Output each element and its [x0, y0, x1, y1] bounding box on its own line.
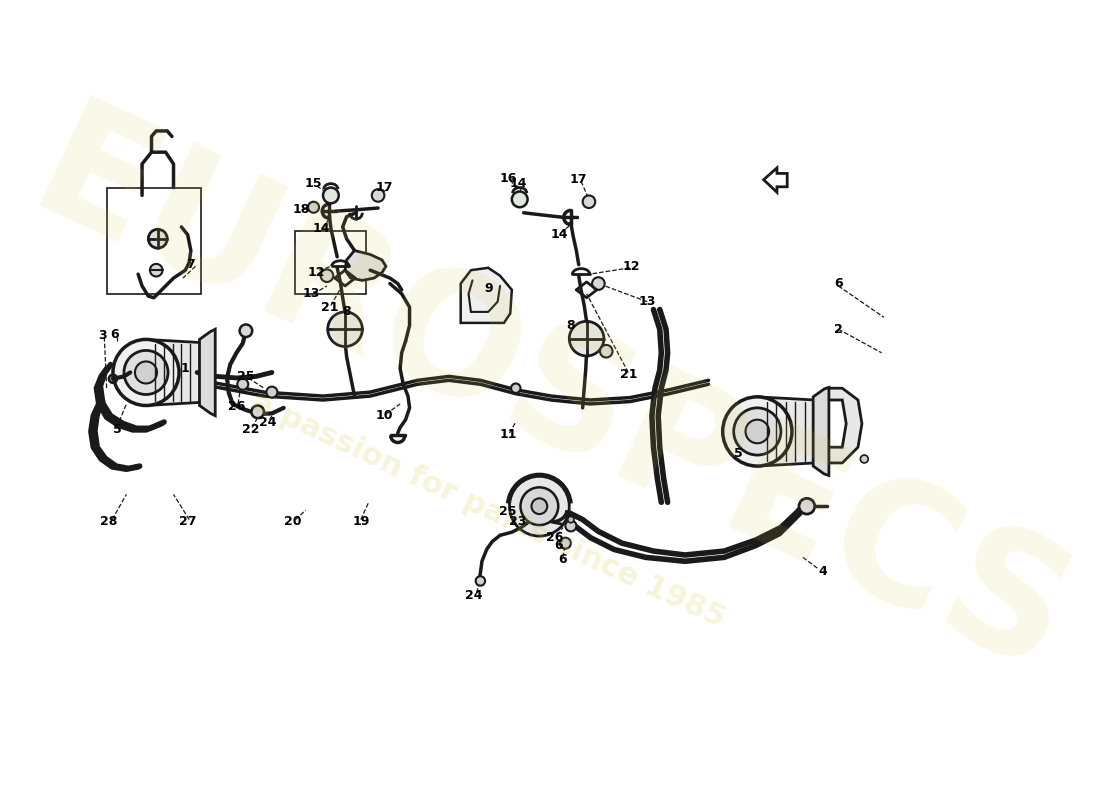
Circle shape	[266, 386, 277, 398]
Text: 13: 13	[638, 295, 656, 308]
Text: 26: 26	[228, 400, 245, 413]
Circle shape	[512, 383, 520, 393]
Text: 11: 11	[499, 428, 517, 441]
Text: 14: 14	[312, 222, 330, 235]
Polygon shape	[763, 168, 788, 192]
Polygon shape	[757, 397, 815, 466]
Text: 25: 25	[238, 370, 255, 383]
Text: 8: 8	[566, 318, 575, 332]
Text: 4: 4	[818, 565, 827, 578]
Bar	[107, 187, 201, 294]
Text: 2: 2	[834, 322, 843, 336]
Circle shape	[799, 498, 815, 514]
Polygon shape	[345, 250, 386, 281]
Circle shape	[124, 350, 168, 394]
Text: 9: 9	[484, 282, 493, 294]
Text: 19: 19	[352, 515, 370, 529]
Circle shape	[113, 339, 179, 406]
Circle shape	[328, 312, 362, 346]
Text: 21: 21	[320, 301, 338, 314]
Text: 1: 1	[182, 362, 189, 375]
Text: 3: 3	[98, 329, 107, 342]
Circle shape	[238, 378, 249, 390]
Circle shape	[240, 325, 252, 337]
Text: 16: 16	[499, 172, 517, 185]
Text: EUROSPECS: EUROSPECS	[9, 90, 1093, 710]
Text: 12: 12	[623, 260, 640, 273]
Text: 6: 6	[110, 328, 119, 341]
Circle shape	[135, 362, 157, 383]
Circle shape	[734, 408, 781, 455]
Text: 28: 28	[100, 515, 118, 529]
Circle shape	[475, 576, 485, 586]
Text: 5: 5	[734, 447, 742, 460]
Text: 27: 27	[179, 515, 197, 529]
Text: 23: 23	[509, 515, 527, 529]
Text: 10: 10	[375, 410, 393, 422]
Text: 17: 17	[570, 174, 587, 186]
Circle shape	[323, 187, 339, 203]
Text: 6: 6	[554, 539, 563, 552]
Text: 14: 14	[550, 228, 568, 242]
Polygon shape	[146, 339, 201, 406]
Text: 6: 6	[559, 554, 568, 566]
Text: 12: 12	[308, 266, 326, 279]
Text: 8: 8	[342, 306, 351, 318]
Text: 18: 18	[293, 203, 310, 216]
Circle shape	[531, 498, 547, 514]
Circle shape	[560, 538, 571, 549]
Circle shape	[568, 517, 574, 522]
Polygon shape	[199, 329, 216, 416]
Text: 5: 5	[112, 423, 121, 436]
Text: 17: 17	[375, 181, 393, 194]
Polygon shape	[461, 268, 512, 323]
Circle shape	[512, 191, 528, 207]
Circle shape	[520, 487, 559, 525]
Circle shape	[746, 420, 769, 443]
Text: 7: 7	[187, 258, 195, 271]
Circle shape	[308, 202, 319, 213]
Text: 25: 25	[499, 506, 517, 518]
Text: 24: 24	[260, 415, 277, 429]
Circle shape	[150, 264, 163, 277]
Text: 26: 26	[547, 531, 564, 544]
Polygon shape	[828, 388, 862, 463]
Circle shape	[252, 406, 264, 418]
Circle shape	[372, 189, 384, 202]
Bar	[296, 231, 366, 294]
Text: 13: 13	[302, 287, 320, 300]
Text: 6: 6	[834, 277, 843, 290]
Circle shape	[509, 476, 570, 536]
Circle shape	[600, 345, 613, 358]
Text: a passion for parts since 1985: a passion for parts since 1985	[248, 387, 729, 633]
Text: 15: 15	[305, 177, 322, 190]
Text: 21: 21	[619, 368, 637, 382]
Circle shape	[583, 195, 595, 208]
Text: 24: 24	[465, 589, 483, 602]
Polygon shape	[813, 387, 829, 475]
Circle shape	[570, 322, 604, 356]
Circle shape	[592, 278, 605, 290]
Text: 20: 20	[285, 515, 301, 529]
Text: 22: 22	[242, 423, 260, 436]
Circle shape	[565, 520, 576, 531]
Circle shape	[723, 397, 792, 466]
Circle shape	[321, 270, 333, 282]
Text: 14: 14	[509, 177, 527, 190]
Circle shape	[860, 455, 868, 463]
Circle shape	[148, 230, 167, 248]
